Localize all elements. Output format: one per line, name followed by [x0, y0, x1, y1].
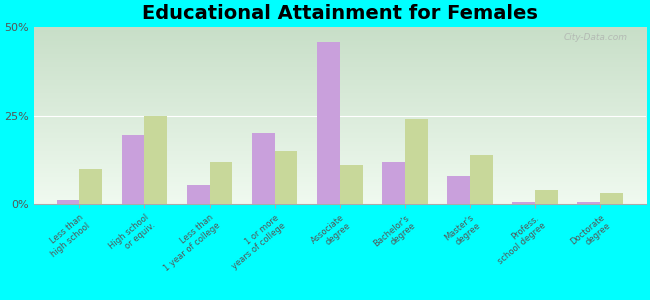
Bar	[144, 116, 167, 204]
Bar	[470, 154, 493, 204]
Bar	[122, 135, 144, 204]
Bar	[79, 169, 102, 204]
Bar	[57, 200, 79, 204]
Bar	[512, 202, 535, 204]
Bar	[209, 162, 232, 204]
Bar	[340, 165, 363, 204]
Bar	[577, 202, 600, 204]
Bar	[275, 151, 298, 204]
Bar	[535, 190, 558, 204]
Bar	[405, 119, 428, 204]
Bar	[317, 42, 340, 204]
Bar	[382, 162, 405, 204]
Bar	[187, 184, 209, 204]
Bar	[600, 194, 623, 204]
Title: Educational Attainment for Females: Educational Attainment for Females	[142, 4, 538, 23]
Bar	[252, 134, 275, 204]
Bar	[447, 176, 470, 204]
Text: City-Data.com: City-Data.com	[564, 33, 627, 42]
